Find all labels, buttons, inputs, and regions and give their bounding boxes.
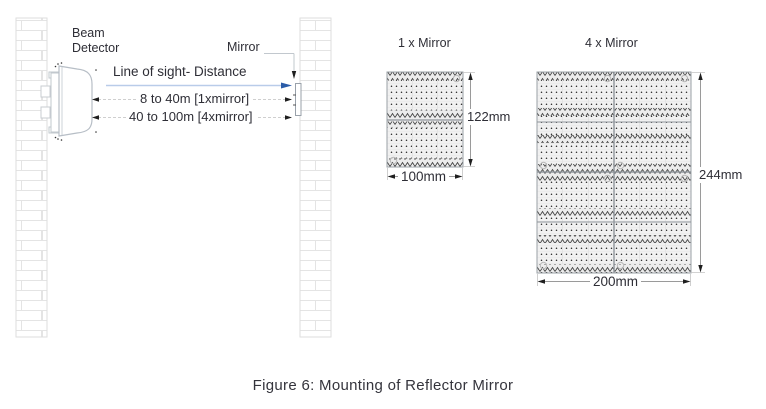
mirror-1x-height-value: 122mm [464, 109, 514, 125]
mirror-4x-title: 4 x Mirror [585, 36, 638, 50]
mirror-1x-panel [386, 71, 464, 168]
range-4x-label: 40 to 100m [4xmirror] [126, 109, 256, 125]
beam-detector-label: Beam Detector [72, 26, 119, 56]
mirror-4x-height-value: 244mm [696, 167, 746, 183]
beam-detector-graphic [40, 62, 97, 141]
mirror-4x-panel [536, 71, 692, 274]
mirror-4x-corner-circles [539, 74, 689, 270]
detector-corner-dots [54, 62, 97, 141]
range-arrow-1x [92, 97, 292, 102]
mirror-4x-width-dimension [537, 274, 691, 286]
figure-caption: Figure 6: Mounting of Reflector Mirror [252, 377, 514, 394]
line-of-sight-arrow [106, 82, 292, 89]
mirror-4x-width-value: 200mm [590, 274, 642, 291]
right-wall [299, 17, 332, 338]
beam-detector-label-line2: Detector [72, 41, 120, 55]
mirror-1x-title: 1 x Mirror [398, 36, 451, 50]
wall-mirror-graphic [293, 83, 302, 116]
left-wall [15, 17, 48, 338]
beam-detector-label-line1: Beam [72, 26, 105, 40]
diagram-graphics [15, 17, 705, 338]
mirror-1x-width-value: 100mm [398, 169, 450, 186]
mirror-label: Mirror [227, 40, 260, 54]
line-of-sight-label: Line of sight- Distance [113, 64, 247, 79]
range-1x-label: 8 to 40m [1xmirror] [137, 91, 253, 107]
mirror-leader-line [264, 53, 297, 79]
